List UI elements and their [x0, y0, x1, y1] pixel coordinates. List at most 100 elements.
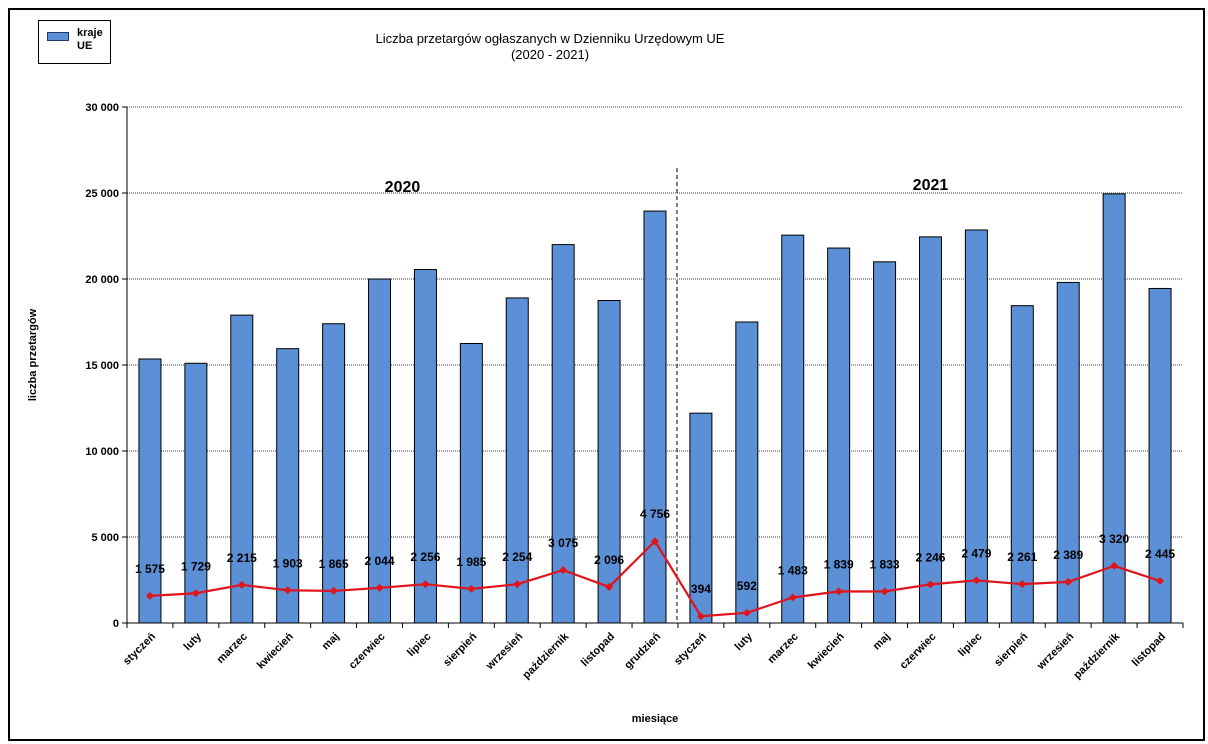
- x-tick-label: grudzień: [622, 630, 663, 671]
- x-tick-label: kwiecień: [806, 630, 847, 671]
- bar: [1010, 305, 1034, 624]
- y-tick-label: 10 000: [85, 446, 119, 458]
- x-tick-label: listopad: [579, 631, 617, 669]
- chart-title: Liczba przetargów ogłaszanych w Dziennik…: [300, 31, 800, 63]
- y-tick-label: 5 000: [91, 532, 119, 544]
- bar: [276, 348, 300, 624]
- y-axis-title: liczba przetargów: [27, 308, 39, 401]
- x-axis-title: miesiące: [632, 713, 678, 725]
- line-point: [513, 580, 522, 589]
- line-point: [283, 586, 292, 595]
- data-label: 592: [737, 579, 757, 593]
- x-tick-label: sierpień: [992, 630, 1031, 669]
- data-label: 1 729: [181, 559, 211, 573]
- line-point: [788, 593, 797, 602]
- x-tick-label: wrzesień: [483, 630, 525, 672]
- line-point: [1064, 577, 1073, 586]
- bar: [184, 362, 208, 624]
- y-tick-label: 25 000: [85, 188, 119, 200]
- bar: [964, 229, 988, 624]
- data-label: 394: [691, 582, 711, 596]
- data-label: 1 575: [135, 562, 165, 576]
- x-tick-label: luty: [182, 630, 205, 653]
- x-tick-label: maj: [871, 631, 893, 653]
- x-tick-label: wrzesień: [1034, 630, 1076, 672]
- line-point: [467, 584, 476, 593]
- y-tick-label: 0: [113, 618, 119, 630]
- line-point: [375, 583, 384, 592]
- year-label-2020: 2020: [385, 179, 421, 196]
- data-label: 2 254: [502, 550, 532, 564]
- bar: [918, 236, 942, 624]
- data-label: 2 096: [594, 553, 624, 567]
- line-point: [742, 608, 751, 617]
- y-tick-label: 20 000: [85, 274, 119, 286]
- line-point: [651, 537, 659, 546]
- bar: [230, 314, 254, 624]
- bar: [505, 297, 529, 624]
- x-tick-label: październik: [1071, 630, 1122, 681]
- legend-label: kraje UE: [77, 27, 103, 52]
- x-tick-label: czerwiec: [347, 631, 388, 672]
- bar: [643, 210, 667, 624]
- chart-title-line-1: Liczba przetargów ogłaszanych w Dziennik…: [375, 31, 725, 46]
- data-label: 2 215: [227, 551, 257, 565]
- x-tick-label: styczeń: [121, 630, 158, 667]
- x-tick-label: czerwiec: [898, 631, 939, 672]
- bar: [368, 278, 392, 624]
- x-tick-label: styczeń: [672, 630, 709, 667]
- bar: [1148, 287, 1172, 624]
- year-label-2021: 2021: [913, 177, 949, 194]
- line-point: [605, 582, 614, 591]
- line-point: [926, 580, 935, 589]
- bar: [1056, 281, 1080, 624]
- x-tick-label: lipiec: [956, 631, 984, 659]
- x-tick-label: kwiecień: [255, 630, 296, 671]
- line-point: [1110, 561, 1119, 570]
- data-label: 3 075: [548, 536, 578, 550]
- data-label: 2 479: [961, 546, 991, 560]
- bar: [1102, 193, 1126, 624]
- line-point: [880, 587, 889, 596]
- bar: [138, 358, 162, 624]
- line-point: [421, 580, 430, 589]
- legend-swatch-bar: [47, 32, 69, 41]
- x-tick-label: listopad: [1130, 631, 1168, 669]
- chart-title-line-2: (2020 - 2021): [510, 47, 590, 62]
- line-point: [972, 576, 981, 585]
- data-label: 1 833: [870, 557, 900, 571]
- bar: [322, 323, 346, 624]
- x-tick-label: luty: [733, 630, 756, 653]
- x-tick-label: marzec: [215, 631, 250, 666]
- line-point: [145, 591, 154, 600]
- data-label: 1 839: [824, 557, 854, 571]
- line-point: [329, 586, 338, 595]
- data-label: 2 256: [410, 550, 440, 564]
- line-point: [1018, 580, 1027, 589]
- data-label: 4 756: [640, 507, 670, 521]
- data-label: 2 246: [915, 550, 945, 564]
- line-point: [237, 580, 246, 589]
- x-tick-label: marzec: [766, 631, 801, 666]
- line-point: [696, 612, 705, 621]
- bar: [413, 269, 437, 624]
- x-tick-label: maj: [320, 631, 342, 653]
- bar: [597, 300, 621, 624]
- x-tick-label: lipiec: [405, 631, 433, 659]
- bar: [459, 343, 483, 624]
- x-tick-label: październik: [520, 630, 571, 681]
- y-tick-label: 15 000: [85, 360, 119, 372]
- line-point: [191, 589, 200, 598]
- data-label: 3 320: [1099, 532, 1129, 546]
- data-label: 1 985: [456, 555, 486, 569]
- line-point: [559, 566, 568, 575]
- data-label: 2 044: [365, 554, 395, 568]
- data-label: 1 903: [273, 556, 303, 570]
- data-label: 1 865: [319, 557, 349, 571]
- data-label: 1 483: [778, 563, 808, 577]
- line-point: [834, 587, 843, 596]
- line-point: [1156, 576, 1165, 585]
- data-label: 2 389: [1053, 548, 1083, 562]
- y-tick-label: 30 000: [85, 102, 119, 114]
